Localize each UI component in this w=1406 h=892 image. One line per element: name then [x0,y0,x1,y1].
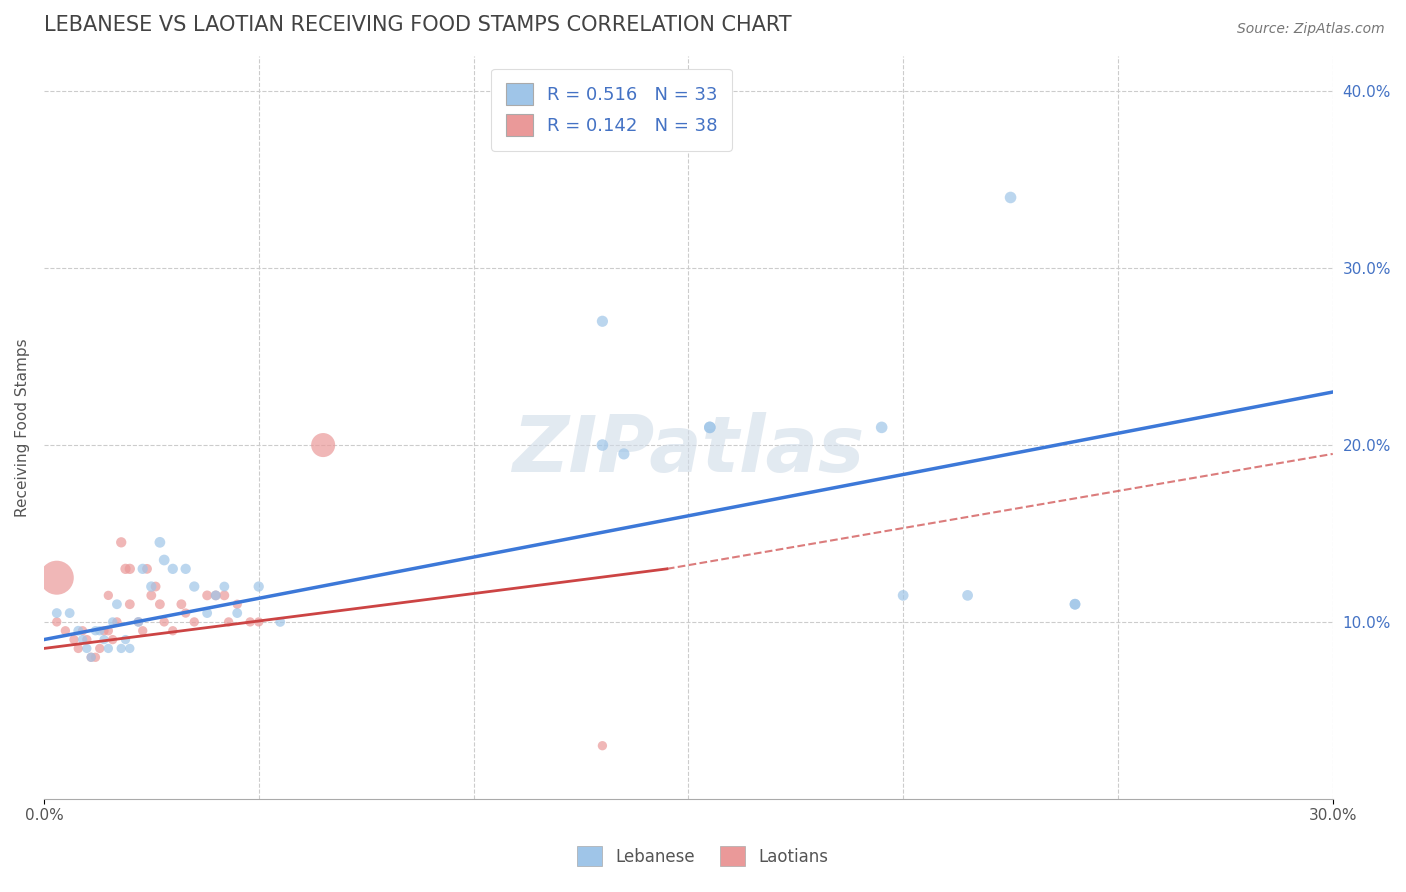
Point [153,615,176,629]
Point [45,606,67,620]
Point [84,650,107,665]
Point [214,580,236,594]
Point [131,624,153,638]
Point [127,615,149,629]
Point [118,641,141,656]
Point [59,606,82,620]
Point [141,588,163,602]
Point [149,535,172,549]
Point [93,624,115,638]
Point [591,314,613,328]
Point [149,597,172,611]
Point [63,632,86,647]
Point [174,606,197,620]
Point [591,739,613,753]
Point [84,624,107,638]
Point [118,597,141,611]
Point [80,650,103,665]
Point [89,624,111,638]
Point [80,650,103,665]
Point [67,641,90,656]
Point [101,615,124,629]
Point [145,580,167,594]
Point [105,615,128,629]
Point [93,632,115,647]
Point [613,447,636,461]
Point [1000,190,1022,204]
Legend: R = 0.516   N = 33, R = 0.142   N = 38: R = 0.516 N = 33, R = 0.142 N = 38 [491,69,733,151]
Point [170,597,193,611]
Point [72,624,94,638]
Point [105,597,128,611]
Point [699,420,721,434]
Point [183,615,205,629]
Point [1064,597,1087,611]
Point [127,615,149,629]
Point [45,615,67,629]
Point [45,571,67,585]
Point [218,615,240,629]
Point [591,438,613,452]
Point [1064,597,1087,611]
Point [699,420,721,434]
Y-axis label: Receiving Food Stamps: Receiving Food Stamps [15,338,30,516]
Point [118,562,141,576]
Text: ZIPatlas: ZIPatlas [512,412,865,488]
Point [141,580,163,594]
Point [53,624,76,638]
Point [97,641,120,656]
Point [131,562,153,576]
Point [89,641,111,656]
Point [312,438,335,452]
Point [870,420,893,434]
Point [174,562,197,576]
Point [204,588,226,602]
Legend: Lebanese, Laotians: Lebanese, Laotians [571,839,835,873]
Point [956,588,979,602]
Point [247,580,270,594]
Point [239,615,262,629]
Point [101,632,124,647]
Point [195,606,218,620]
Point [183,580,205,594]
Point [110,641,132,656]
Point [226,597,249,611]
Point [114,632,136,647]
Point [110,535,132,549]
Point [97,588,120,602]
Text: Source: ZipAtlas.com: Source: ZipAtlas.com [1237,22,1385,37]
Point [76,632,98,647]
Point [153,553,176,567]
Point [247,615,270,629]
Point [891,588,914,602]
Point [162,562,184,576]
Point [97,624,120,638]
Point [269,615,291,629]
Point [136,562,159,576]
Point [226,606,249,620]
Point [214,588,236,602]
Point [72,632,94,647]
Point [67,624,90,638]
Point [76,641,98,656]
Point [195,588,218,602]
Point [162,624,184,638]
Text: LEBANESE VS LAOTIAN RECEIVING FOOD STAMPS CORRELATION CHART: LEBANESE VS LAOTIAN RECEIVING FOOD STAMP… [44,15,792,35]
Point [114,562,136,576]
Point [204,588,226,602]
